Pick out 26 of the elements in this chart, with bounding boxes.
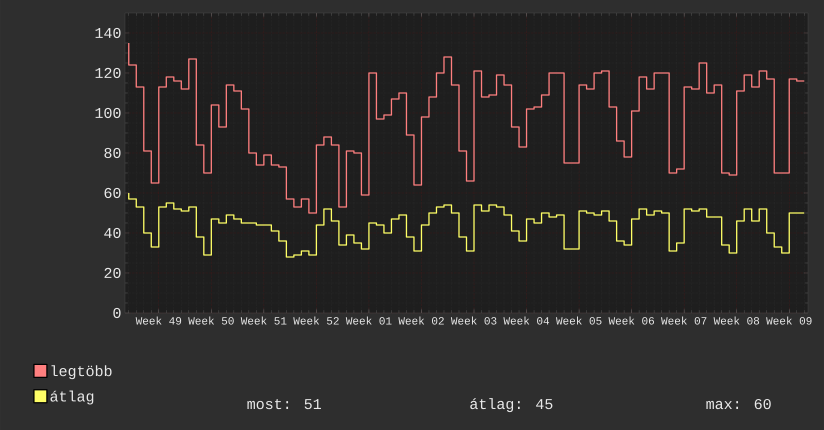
y-tick-label: 100 — [96, 108, 121, 118]
text: átlag: 45 — [470, 398, 552, 412]
x-tick-label: Week 04 — [503, 316, 550, 325]
x-tick-label: Week 02 — [398, 316, 444, 325]
x-tick-label: Week 50 — [188, 316, 234, 325]
y-tick-label: 140 — [96, 28, 121, 38]
y-tick-label: 120 — [96, 68, 121, 78]
x-tick-label: Week 09 — [766, 316, 812, 325]
legend-label: legtöbb — [52, 365, 112, 380]
x-tick-label: Week 05 — [556, 316, 602, 325]
x-tick-label: Week 07 — [661, 316, 706, 325]
x-tick-label: Week 03 — [450, 316, 496, 325]
text: max: 60 — [706, 398, 771, 410]
x-tick-label: Week 08 — [714, 316, 760, 325]
x-tick-label: Week 52 — [293, 316, 339, 325]
y-tick-label: 0 — [113, 308, 121, 318]
y-tick-label: 60 — [104, 188, 121, 198]
y-tick-label: 80 — [104, 148, 121, 158]
y-tick-label: 20 — [104, 268, 121, 278]
x-tick-label: Week 06 — [608, 316, 654, 325]
y-tick-label: 40 — [104, 228, 121, 238]
text: most: 51 — [247, 399, 321, 410]
x-tick-label: Week 49 — [136, 316, 182, 325]
x-tick-label: Week 51 — [240, 316, 286, 325]
legend-label: átlag — [50, 390, 94, 405]
x-tick-label: Week 01 — [346, 316, 392, 325]
